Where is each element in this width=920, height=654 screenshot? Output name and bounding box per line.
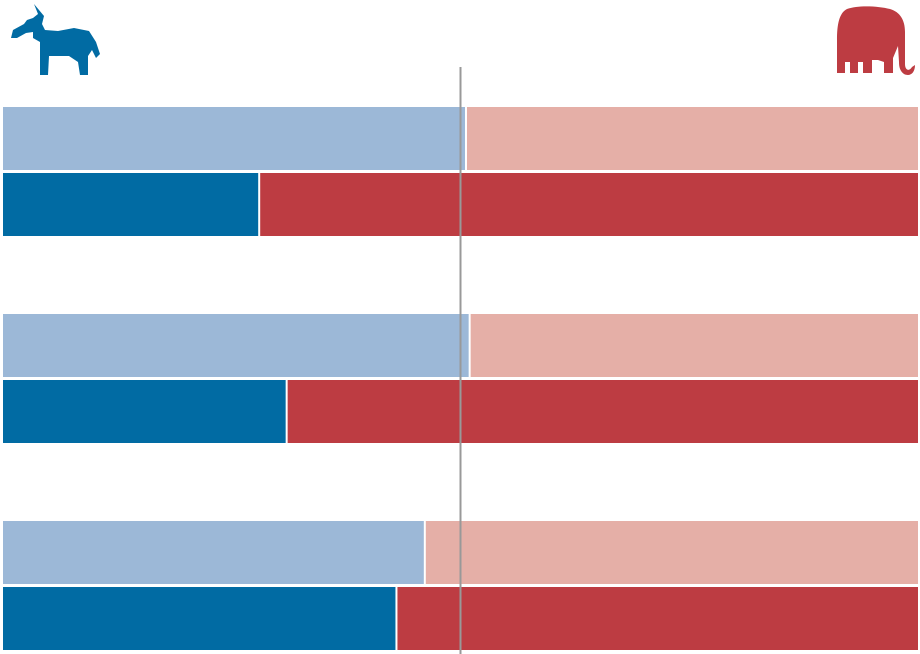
dem-bar-segment [3,380,286,443]
elephant-icon [837,6,915,75]
bars [3,107,918,650]
rep-bar-segment [260,173,918,236]
rep-bar-segment [425,521,918,584]
rep-bar-segment [466,107,918,170]
dem-bar-segment [3,587,396,650]
rep-bar-segment [287,380,918,443]
bar-group [3,521,918,650]
dem-bar-segment [3,107,465,170]
dem-bar-segment [3,173,259,236]
dem-bar-segment [3,521,424,584]
bar-group [3,107,918,236]
rep-bar-segment [397,587,918,650]
party-icons [11,4,915,75]
rep-bar-segment [470,314,918,377]
bar-group [3,314,918,443]
dem-bar-segment [3,314,469,377]
donkey-icon [11,4,100,75]
